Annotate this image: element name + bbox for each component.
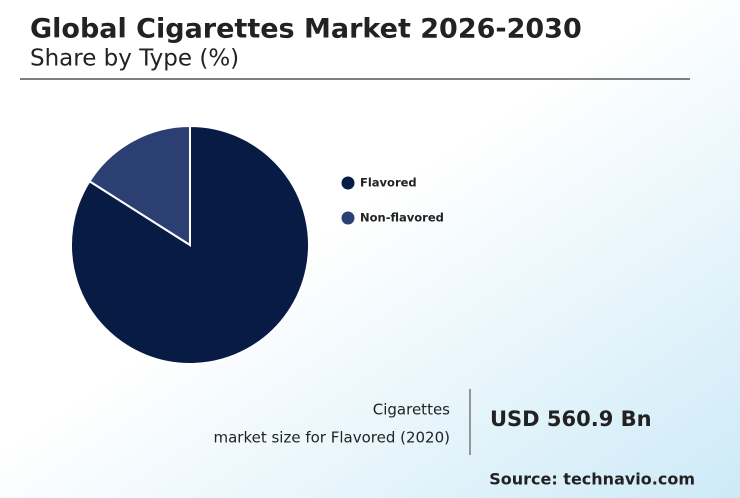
legend-label: Non-flavored [360, 211, 444, 225]
legend-marker [341, 211, 355, 225]
highlight-label: market size for Flavored (2020) [213, 429, 450, 447]
legend-label: Flavored [360, 176, 417, 190]
source: Source: technavio.com [489, 470, 695, 489]
legend-marker [341, 176, 355, 190]
highlight-label: Cigarettes [373, 401, 450, 419]
highlight-value: USD 560.9 Bn [490, 407, 652, 431]
pie-slice [88, 124, 191, 247]
chart-subtitle: Share by Type (%) [30, 46, 239, 72]
chart-title: Global Cigarettes Market 2026-2030 [30, 14, 582, 45]
